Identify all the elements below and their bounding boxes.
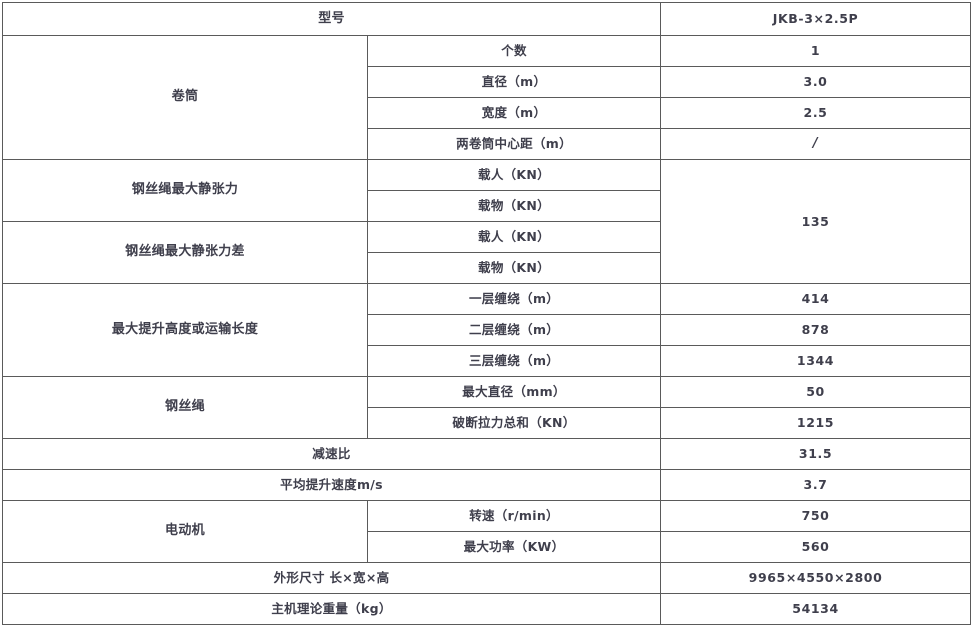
row-label-hoist-layer-three: 三层缠绕（m） (366, 345, 662, 377)
table-row-hoist-layer-one: 最大提升高度或运输长度 一层缠绕（m） 414 (2, 283, 972, 377)
group-label-tension-difference: 钢丝绳最大静张力差 (2, 221, 368, 284)
row-label-reduction-ratio: 减速比 (1, 438, 662, 470)
row-label-average-speed: 平均提升速度m/s (1, 469, 662, 501)
row-label-max-static-tension-goods: 载物（KN） (366, 190, 662, 222)
group-label-motor: 电动机 (2, 500, 368, 563)
group-label-drum: 卷筒 (2, 35, 368, 160)
table-row-overall-dimensions: 外形尺寸 长×宽×高 9965×4550×2800 (1, 562, 972, 594)
row-value-drum-count: 1 (660, 35, 972, 67)
row-label-tension-difference-goods: 载物（KN） (366, 252, 662, 284)
table-row-theoretical-weight: 主机理论重量（kg） 54134 (1, 593, 972, 625)
row-value-hoist-layer-one: 414 (660, 283, 972, 315)
row-label-max-static-tension-person: 载人（KN） (366, 159, 662, 191)
table-row-hoist-layer-three: 三层缠绕（m） 1344 (3, 345, 972, 377)
group-label-wire-rope: 钢丝绳 (2, 376, 368, 439)
table-row-drum-diameter: 直径（m） 3.0 (3, 66, 972, 98)
row-label-overall-dimensions: 外形尺寸 长×宽×高 (1, 562, 662, 594)
group-label-hoisting-height: 最大提升高度或运输长度 (2, 283, 368, 377)
group-label-max-static-tension: 钢丝绳最大静张力 (2, 159, 368, 222)
table-row-rope-max-diameter: 钢丝绳 最大直径（mm） 50 (2, 376, 972, 439)
row-label-theoretical-weight: 主机理论重量（kg） (1, 593, 662, 625)
row-value-rope-breaking-force: 1215 (660, 407, 972, 439)
row-value-drum-center-distance: / (660, 128, 972, 160)
row-value-static-tension: 135 (660, 159, 972, 284)
row-label-tension-difference-person: 载人（KN） (366, 221, 662, 253)
row-value-average-speed: 3.7 (660, 469, 972, 501)
row-value-theoretical-weight: 54134 (660, 593, 972, 625)
table-row-drum-width: 宽度（m） 2.5 (3, 97, 972, 129)
row-value-drum-width: 2.5 (660, 97, 972, 129)
table-row-reduction-ratio: 减速比 31.5 (1, 438, 972, 470)
row-label-rope-breaking-force: 破断拉力总和（KN） (366, 407, 662, 439)
table-row-drum-count: 卷筒 个数 1 (2, 35, 972, 160)
table-row-average-speed: 平均提升速度m/s 3.7 (1, 469, 972, 501)
row-label-motor-power: 最大功率（KW） (366, 531, 662, 563)
model-label: 型号 (1, 2, 662, 36)
row-label-drum-diameter: 直径（m） (366, 66, 662, 98)
row-value-drum-diameter: 3.0 (660, 66, 972, 98)
row-label-drum-width: 宽度（m） (366, 97, 662, 129)
row-value-motor-power: 560 (660, 531, 972, 563)
row-label-hoist-layer-two: 二层缠绕（m） (366, 314, 662, 346)
row-label-motor-speed: 转速（r/min） (366, 500, 662, 532)
table-row-model: 型号 JKB-3×2.5P (1, 2, 972, 36)
table-row-motor-power: 最大功率（KW） 560 (3, 531, 972, 563)
table-row-drum-center-distance: 两卷筒中心距（m） / (3, 128, 972, 160)
row-label-drum-count: 个数 (366, 35, 662, 67)
table-row-motor-speed: 电动机 转速（r/min） 750 (2, 500, 972, 563)
table-row-max-static-tension-person: 钢丝绳最大静张力 载人（KN） 135 (2, 159, 972, 284)
row-label-rope-max-diameter: 最大直径（mm） (366, 376, 662, 408)
row-label-hoist-layer-one: 一层缠绕（m） (366, 283, 662, 315)
row-value-hoist-layer-two: 878 (660, 314, 972, 346)
row-value-overall-dimensions: 9965×4550×2800 (660, 562, 972, 594)
row-value-motor-speed: 750 (660, 500, 972, 532)
row-value-rope-max-diameter: 50 (660, 376, 972, 408)
row-label-drum-center-distance: 两卷筒中心距（m） (366, 128, 662, 160)
model-value: JKB-3×2.5P (660, 2, 972, 36)
table-row-tension-difference-person: 钢丝绳最大静张力差 载人（KN） (2, 221, 971, 284)
table-row-hoist-layer-two: 二层缠绕（m） 878 (3, 314, 972, 346)
table-row-max-static-tension-goods: 载物（KN） (3, 190, 971, 222)
row-value-reduction-ratio: 31.5 (660, 438, 972, 470)
row-value-hoist-layer-three: 1344 (660, 345, 972, 377)
